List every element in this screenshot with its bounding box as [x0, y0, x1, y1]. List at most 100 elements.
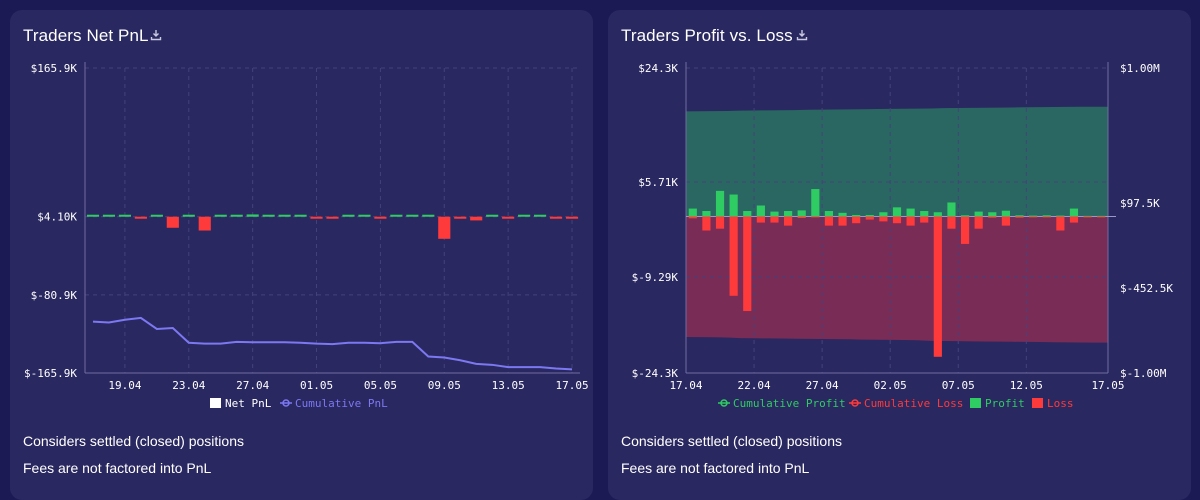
net-pnl-bar: [310, 216, 323, 219]
profit-bar: [702, 211, 711, 217]
y-right-tick-label: $97.5K: [1120, 197, 1160, 210]
legend-label-profit: Profit: [985, 397, 1025, 410]
net-pnl-bar: [534, 214, 547, 217]
x-tick-label: 17.05: [555, 379, 588, 392]
loss-bar: [715, 216, 725, 229]
x-tick-label: 01.05: [300, 379, 333, 392]
profit-loss-chart: 17.04 22.04 27.04 02.05 07.05 12.05 17.05 $24.3…: [632, 62, 1173, 410]
y-tick-label: $4.10K: [37, 211, 77, 224]
x-tick-label: 27.04: [236, 379, 269, 392]
net-pnl-bar: [454, 216, 467, 219]
loss-bar: [756, 216, 765, 223]
loss-bar: [702, 216, 711, 231]
net-pnl-bar: [102, 214, 116, 217]
profit-bar: [1069, 208, 1079, 217]
net-pnl-bar: [118, 214, 131, 217]
download-icon[interactable]: [150, 29, 162, 41]
net-pnl-bar: [518, 214, 531, 217]
legend-label-cumulative-pnl: Cumulative PnL: [295, 397, 388, 410]
profit-bar: [933, 212, 942, 217]
y-left-tick-label: $-9.29K: [632, 271, 679, 284]
cumulative-pnl-line: [92, 316, 573, 371]
legend-label-net-pnl: Net PnL: [225, 397, 272, 410]
loss-bar: [974, 216, 983, 229]
y-left-tick-label: $-24.3K: [632, 367, 679, 380]
profit-bar: [920, 211, 929, 217]
x-tick-label: 23.04: [172, 379, 205, 392]
loss-bar: [1056, 216, 1065, 231]
profit-bar: [1015, 215, 1024, 217]
loss-bar: [947, 216, 956, 229]
net-pnl-bar: [246, 214, 259, 217]
net-pnl-chart: 19.04 23.04 27.04 01.05 05.05 09.05 13.05 17.05…: [24, 62, 589, 410]
profit-bar: [715, 190, 725, 217]
profit-bar: [892, 207, 902, 217]
x-tick-label: 12.05: [1010, 379, 1043, 392]
legend-swatch-loss: [1032, 398, 1043, 408]
net-pnl-bar: [422, 214, 435, 217]
loss-bar: [811, 216, 820, 218]
profit-bar: [906, 208, 915, 217]
loss-bar: [892, 216, 902, 224]
loss-bar: [852, 216, 861, 224]
net-pnl-bar: [182, 214, 195, 217]
net-pnl-bar: [358, 214, 371, 217]
profit-bar: [1056, 215, 1065, 217]
net-pnl-bar: [230, 214, 243, 217]
loss-bar: [688, 216, 697, 219]
profit-bar: [947, 202, 956, 217]
net-pnl-bar: [214, 214, 227, 217]
x-tick-label: 13.05: [492, 379, 525, 392]
loss-bar: [743, 216, 752, 312]
legend-label-loss: Loss: [1047, 397, 1074, 410]
net-pnl-bar: [342, 214, 355, 217]
download-icon[interactable]: [796, 29, 808, 41]
legend-marker-cumulative-loss: [851, 399, 859, 407]
legend-marker-cumulative-pnl: [282, 399, 290, 407]
loss-bar: [1097, 216, 1106, 218]
legend-label-cumulative-profit: Cumulative Profit: [733, 397, 846, 410]
profit-bar: [743, 211, 752, 217]
y-right-tick-label: $-1.00M: [1120, 367, 1167, 380]
settled-note: Considers settled (closed) positions: [621, 433, 842, 449]
loss-bar: [1069, 216, 1079, 223]
profit-bar: [1097, 215, 1106, 217]
legend-marker-cumulative-profit: [720, 399, 728, 407]
net-pnl-bar: [150, 214, 163, 217]
profit-bar: [797, 210, 806, 217]
loss-bar: [920, 216, 929, 223]
x-tick-label: 17.04: [669, 379, 702, 392]
x-tick-label: 09.05: [428, 379, 461, 392]
net-pnl-bar: [166, 216, 179, 228]
profit-loss-title: Traders Profit vs. Loss: [621, 26, 793, 45]
y-left-tick-label: $5.71K: [638, 176, 678, 189]
x-tick-label: 22.04: [738, 379, 771, 392]
loss-bar: [906, 216, 915, 226]
profit-bar: [1083, 215, 1092, 217]
x-tick-label: 17.05: [1091, 379, 1124, 392]
profit-bar: [865, 214, 874, 217]
profit-bar: [811, 189, 820, 217]
loss-bar: [824, 216, 834, 226]
profit-bar: [988, 212, 997, 217]
profit-bar: [784, 211, 793, 217]
net-pnl-bar: [262, 214, 275, 217]
y-right-tick-label: $1.00M: [1120, 62, 1160, 75]
profit-bar: [729, 194, 738, 217]
profit-loss-panel: Traders Profit vs. Loss 17.04 22.04 27.04 0…: [608, 10, 1191, 500]
profit-bar: [879, 212, 888, 217]
loss-bar: [797, 216, 806, 219]
legend-label-cumulative-loss: Cumulative Loss: [864, 397, 963, 410]
loss-bar: [784, 216, 793, 226]
profit-bar: [960, 215, 970, 217]
loss-bar: [960, 216, 970, 244]
net-pnl-bar: [86, 214, 100, 217]
legend-swatch-profit: [970, 398, 981, 408]
loss-bar: [1001, 216, 1010, 226]
loss-bar: [865, 216, 874, 220]
profit-bar: [770, 211, 779, 217]
profit-bar: [974, 211, 983, 217]
net-pnl-panel: Traders Net PnL 19.04 23.04 27.04 01.05 05.0…: [10, 10, 593, 500]
cumulative-loss-area: [686, 216, 1108, 343]
y-tick-label: $-165.9K: [24, 367, 77, 380]
